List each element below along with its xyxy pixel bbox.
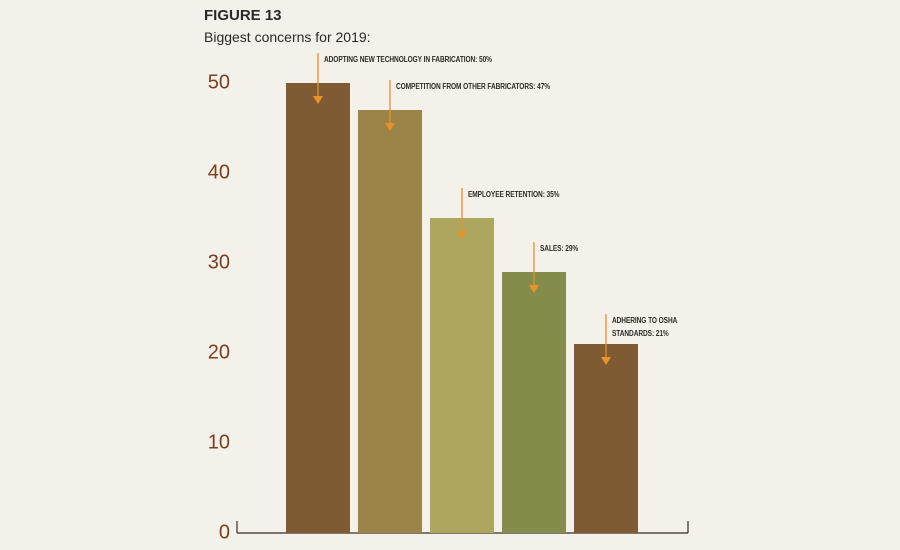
bar [430, 218, 494, 533]
annotation-arrow [457, 231, 467, 239]
annotation-arrow [529, 285, 539, 293]
annotation-arrow [385, 123, 395, 131]
bar [358, 110, 422, 533]
value-label: EMPLOYEE RETENTION: 35% [468, 190, 560, 199]
bar [286, 83, 350, 533]
value-label: COMPETITION FROM OTHER FABRICATORS: 47% [396, 82, 551, 91]
chart-subtitle: Biggest concerns for 2019: [204, 29, 371, 45]
y-tick-label: 20 [208, 341, 230, 363]
y-tick-label: 30 [208, 251, 230, 273]
chart-title: FIGURE 13 [204, 7, 282, 24]
annotation-arrow [601, 357, 611, 365]
y-tick-label: 0 [219, 521, 230, 543]
y-tick-label: 50 [208, 71, 230, 93]
y-tick-label: 40 [208, 161, 230, 183]
annotation-arrow [313, 96, 323, 104]
value-label: ADOPTING NEW TECHNOLOGY IN FABRICATION: … [324, 55, 492, 64]
y-tick-label: 10 [208, 431, 230, 453]
value-label: SALES: 29% [540, 244, 579, 253]
value-label: ADHERING TO OSHA STANDARDS: 21% [612, 316, 678, 338]
bar [574, 344, 638, 533]
bar [502, 272, 566, 533]
